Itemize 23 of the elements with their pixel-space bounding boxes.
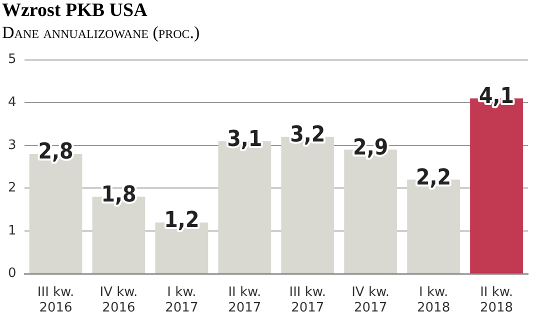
y-tick-label: 5	[8, 52, 16, 68]
data-label: 3,1	[227, 126, 262, 152]
chart-title: Wzrost PKB USA	[1, 0, 148, 22]
x-tick-label: IV kw. 2016	[100, 284, 138, 316]
x-tick-label: II kw. 2018	[480, 284, 514, 316]
y-tick-label: 4	[8, 94, 16, 110]
x-tick-label: III kw. 2016	[37, 284, 74, 316]
data-label: 1,2	[164, 208, 200, 234]
y-tick-label: 0	[8, 266, 16, 282]
y-tick-label: 1	[8, 223, 16, 238]
x-tick-label: I kw. 2018	[417, 284, 450, 316]
y-tick-label: 2	[8, 180, 16, 196]
x-tick-label: II kw. 2017	[228, 284, 262, 316]
data-label: 3,2	[290, 122, 326, 148]
x-tick-label: IV kw. 2017	[352, 284, 390, 316]
x-tick-label: III kw. 2017	[289, 284, 326, 316]
x-tick-label: I kw. 2017	[165, 284, 198, 316]
chart-subtitle: Dane annualizowane (proc.)	[1, 22, 201, 44]
data-label: 2,9	[353, 135, 388, 160]
data-label: 2,8	[38, 140, 74, 165]
data-label: 2,2	[416, 165, 452, 190]
data-label: 1,8	[101, 182, 136, 208]
y-tick-label: 3	[8, 138, 16, 153]
